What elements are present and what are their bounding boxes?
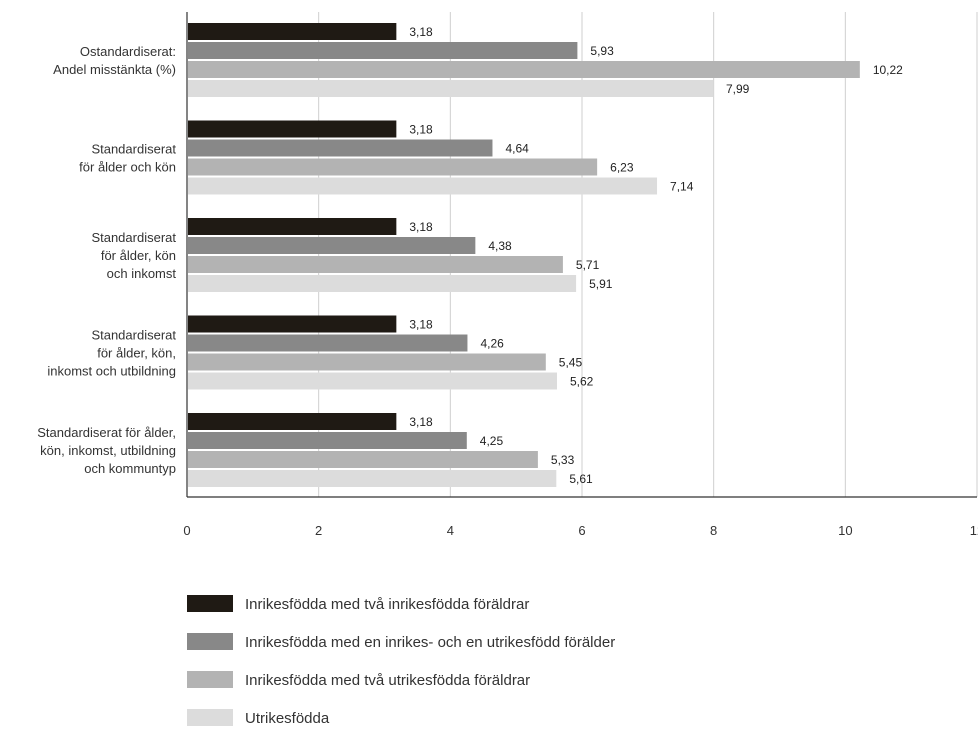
category-label-line: och kommuntyp bbox=[84, 461, 176, 476]
category-label-line: och inkomst bbox=[107, 266, 177, 281]
bar-value-label: 6,23 bbox=[610, 161, 634, 175]
bar bbox=[188, 61, 860, 78]
x-tick-label: 0 bbox=[183, 523, 190, 538]
category-label-line: Ostandardiserat: bbox=[80, 44, 176, 59]
axes bbox=[186, 12, 977, 498]
bar bbox=[188, 353, 546, 371]
bar bbox=[188, 80, 714, 97]
legend-label: Utrikesfödda bbox=[245, 710, 330, 727]
category-label-line: Standardiserat bbox=[91, 328, 176, 343]
category-label-line: Standardiserat för ålder, bbox=[37, 425, 176, 440]
bar-value-label: 5,61 bbox=[569, 472, 593, 486]
bar-value-label: 5,45 bbox=[559, 356, 583, 370]
bar-value-label: 3,18 bbox=[409, 318, 433, 332]
bar-value-label: 3,18 bbox=[409, 123, 433, 137]
bars bbox=[188, 23, 860, 487]
bar bbox=[188, 120, 397, 138]
bar-value-label: 5,33 bbox=[551, 453, 575, 467]
category-label-line: Standardiserat bbox=[91, 230, 176, 245]
bar-value-label: 5,93 bbox=[590, 44, 614, 58]
x-tick-label: 12 bbox=[970, 523, 978, 538]
bar-value-label: 4,38 bbox=[488, 239, 512, 253]
x-tick-label: 8 bbox=[710, 523, 717, 538]
category-label-line: Standardiserat bbox=[91, 142, 176, 157]
x-tick-label: 6 bbox=[578, 523, 585, 538]
bar bbox=[188, 139, 493, 157]
legend-label: Inrikesfödda med två inrikesfödda föräld… bbox=[245, 596, 529, 613]
bar-value-label: 3,18 bbox=[409, 415, 433, 429]
bar bbox=[188, 451, 538, 468]
x-tick-label: 4 bbox=[447, 523, 454, 538]
bar-value-label: 3,18 bbox=[409, 25, 433, 39]
bar-value-label: 10,22 bbox=[873, 63, 903, 77]
bar bbox=[188, 275, 577, 292]
labels: 0 2 4 6 8 10 12 3,18 5,93 10,22 7,99 Ostandardisera… bbox=[37, 25, 978, 538]
category-label-line: Andel misstänkta (%) bbox=[53, 62, 176, 77]
category-label-line: kön, inkomst, utbildning bbox=[40, 443, 176, 458]
legend-swatch bbox=[187, 709, 233, 726]
category-label-line: för ålder, kön, bbox=[97, 346, 176, 361]
legend-swatch bbox=[187, 671, 233, 688]
legend-label: Inrikesfödda med två utrikesfödda föräld… bbox=[245, 672, 530, 689]
category-label: Standardiserat för ålder, kön och inkomst bbox=[91, 230, 176, 281]
legend-swatch bbox=[187, 633, 233, 650]
bar-value-label: 5,71 bbox=[576, 258, 600, 272]
category-label: Standardiserat för ålder, kön, inkomst och… bbox=[47, 328, 176, 379]
category-label-line: för ålder, kön bbox=[101, 248, 176, 263]
x-tick-label: 2 bbox=[315, 523, 322, 538]
bar-value-label: 5,62 bbox=[570, 375, 594, 389]
legend-label: Inrikesfödda med en inrikes- och en utri… bbox=[245, 634, 615, 651]
bar bbox=[188, 23, 397, 40]
bar bbox=[188, 315, 397, 333]
bar bbox=[188, 158, 598, 176]
category-label-line: inkomst och utbildning bbox=[47, 364, 176, 379]
bar bbox=[188, 42, 578, 59]
bar bbox=[188, 470, 557, 487]
bar bbox=[188, 177, 658, 195]
bar-value-label: 7,14 bbox=[670, 180, 694, 194]
x-tick-label: 10 bbox=[838, 523, 852, 538]
bar bbox=[188, 432, 467, 449]
bar-value-label: 4,26 bbox=[480, 337, 504, 351]
legend-swatch bbox=[187, 595, 233, 612]
bar-value-label: 5,91 bbox=[589, 277, 613, 291]
bar bbox=[188, 334, 468, 352]
bar bbox=[188, 237, 476, 254]
bar bbox=[188, 218, 397, 235]
category-label: Ostandardiserat: Andel misstänkta (%) bbox=[53, 44, 176, 77]
bar bbox=[188, 372, 557, 390]
category-label: Standardiserat för ålder och kön bbox=[79, 142, 176, 175]
category-label: Standardiserat för ålder, kön, inkomst, u… bbox=[37, 425, 176, 476]
legend: Inrikesfödda med två inrikesfödda föräld… bbox=[187, 595, 615, 727]
bar-value-label: 7,99 bbox=[726, 82, 750, 96]
bar bbox=[188, 256, 563, 273]
bar-value-label: 4,64 bbox=[505, 142, 529, 156]
bar bbox=[188, 413, 397, 430]
bar-value-label: 3,18 bbox=[409, 220, 433, 234]
bar-value-label: 4,25 bbox=[480, 434, 504, 448]
category-label-line: för ålder och kön bbox=[79, 160, 176, 175]
